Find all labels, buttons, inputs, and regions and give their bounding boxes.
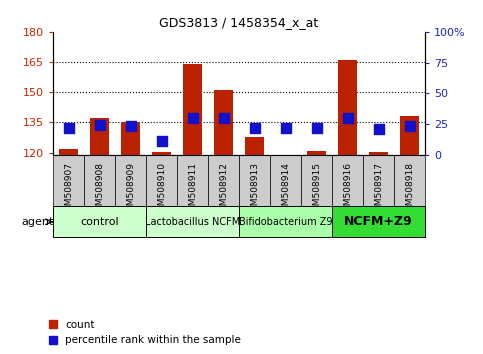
Text: GSM508916: GSM508916: [343, 162, 352, 217]
Text: GSM508914: GSM508914: [281, 162, 290, 217]
Text: GSM508918: GSM508918: [405, 162, 414, 217]
Bar: [121, 122, 140, 155]
Text: control: control: [80, 217, 119, 227]
Bar: [53, 206, 146, 237]
Bar: [115, 155, 146, 206]
Point: [189, 115, 197, 121]
Bar: [146, 155, 177, 206]
Bar: [177, 155, 208, 206]
Text: GSM508915: GSM508915: [312, 162, 321, 217]
Text: agent: agent: [21, 217, 54, 227]
Point: [406, 124, 413, 129]
Bar: [146, 206, 239, 237]
Point: [344, 115, 352, 121]
Bar: [59, 149, 78, 155]
Bar: [245, 137, 264, 155]
Bar: [90, 119, 109, 155]
Text: Bifidobacterium Z9: Bifidobacterium Z9: [239, 217, 332, 227]
Bar: [394, 155, 425, 206]
Text: Lactobacillus NCFM: Lactobacillus NCFM: [145, 217, 240, 227]
Bar: [184, 64, 202, 155]
Text: GSM508908: GSM508908: [95, 162, 104, 217]
Text: GSM508913: GSM508913: [250, 162, 259, 217]
Bar: [400, 116, 419, 155]
Bar: [239, 155, 270, 206]
Bar: [369, 152, 388, 155]
Bar: [270, 155, 301, 206]
Title: GDS3813 / 1458354_x_at: GDS3813 / 1458354_x_at: [159, 16, 319, 29]
Bar: [239, 206, 332, 237]
Point: [127, 124, 134, 129]
Text: GSM508909: GSM508909: [126, 162, 135, 217]
Text: NCFM+Z9: NCFM+Z9: [344, 215, 413, 228]
Bar: [307, 151, 326, 155]
Text: GSM508907: GSM508907: [64, 162, 73, 217]
Point: [282, 125, 289, 131]
Bar: [152, 152, 171, 155]
Text: GSM508911: GSM508911: [188, 162, 197, 217]
Point: [313, 125, 320, 131]
Legend: count, percentile rank within the sample: count, percentile rank within the sample: [49, 320, 241, 345]
Bar: [301, 155, 332, 206]
Point: [65, 125, 72, 131]
Text: GSM508910: GSM508910: [157, 162, 166, 217]
Bar: [214, 90, 233, 155]
Point: [158, 138, 166, 144]
Bar: [332, 155, 363, 206]
Bar: [84, 155, 115, 206]
Text: GSM508912: GSM508912: [219, 162, 228, 217]
Point: [251, 125, 258, 131]
Bar: [338, 60, 357, 155]
Point: [96, 122, 103, 128]
Text: GSM508917: GSM508917: [374, 162, 383, 217]
Bar: [332, 206, 425, 237]
Bar: [276, 155, 295, 171]
Bar: [208, 155, 239, 206]
Point: [375, 126, 383, 132]
Point: [220, 115, 227, 121]
Bar: [363, 155, 394, 206]
Bar: [53, 155, 84, 206]
